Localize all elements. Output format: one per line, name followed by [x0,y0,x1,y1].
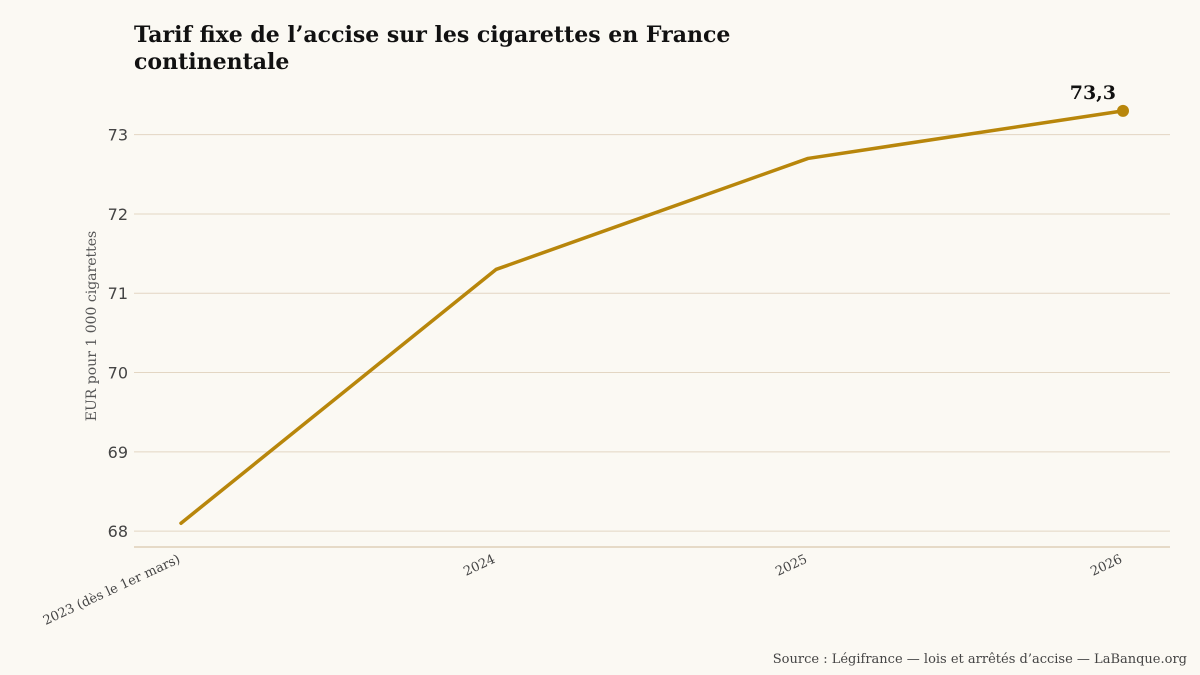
y-tick-label: 73 [108,126,128,145]
end-point-marker [1117,104,1129,117]
gridlines [134,134,1170,532]
source-note: Source : Légifrance — lois et arrêtés d’… [772,652,1187,667]
series-line [179,109,1125,525]
x-tick-label: 2023 (dès le 1er mars) [41,552,183,629]
y-tick-label: 69 [108,443,128,462]
y-axis-label: EUR pour 1 000 cigarettes [84,231,100,421]
data-points [1117,104,1129,117]
y-tick-label: 70 [108,364,128,383]
x-tick-label: 2025 [773,552,809,580]
y-tick-labels: 68 69 70 71 72 73 [108,126,128,541]
end-value-label: 73,3 [1070,82,1116,104]
x-tick-labels: 2023 (dès le 1er mars) 2024 2025 2026 [41,552,1125,629]
chart-title: Tarif fixe de l’accise sur les cigarette… [134,22,731,75]
x-tick-label: 2026 [1088,552,1124,580]
y-tick-label: 71 [108,284,128,303]
x-tick-label: 2024 [461,552,497,580]
y-tick-label: 72 [108,205,128,224]
y-tick-label: 68 [108,522,128,541]
